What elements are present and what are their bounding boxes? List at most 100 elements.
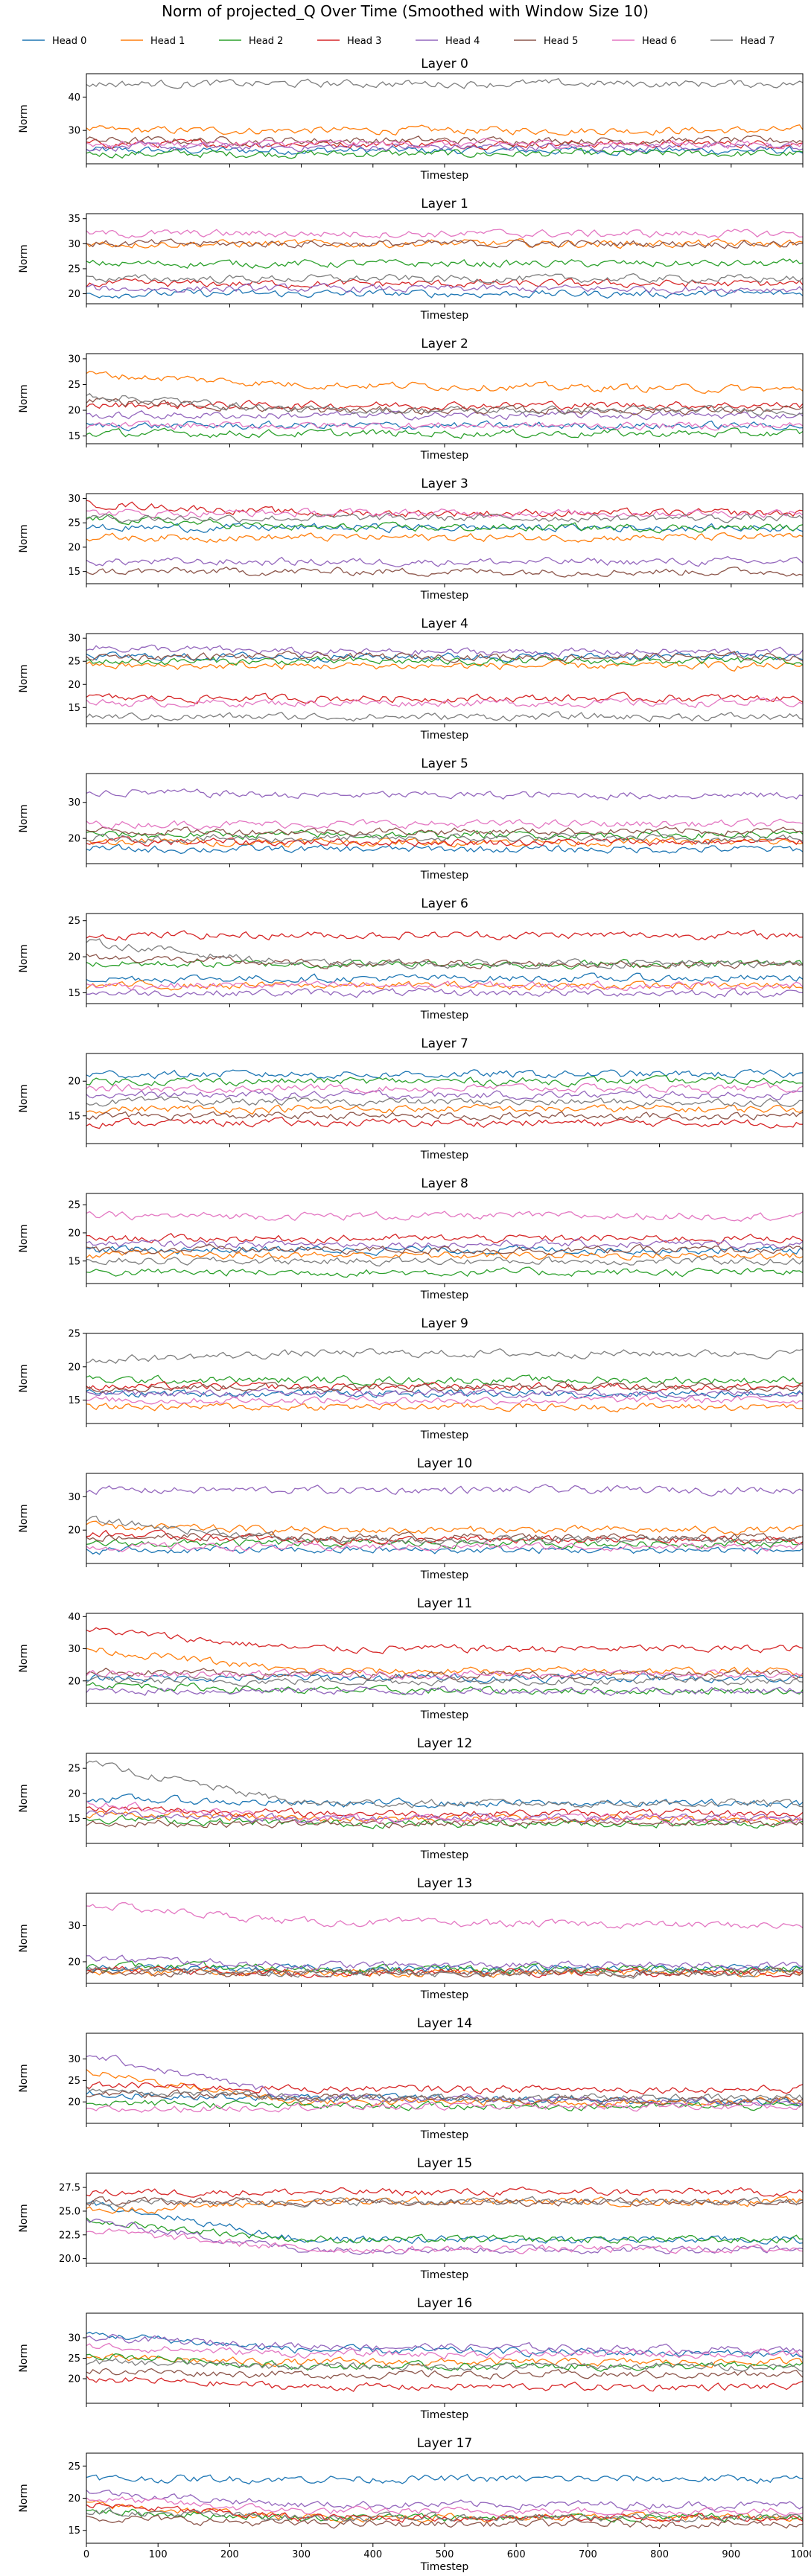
panel-title: Layer 12 [417, 1736, 472, 1751]
y-tick-label: 15 [68, 1395, 80, 1406]
series-line-head-0 [86, 651, 804, 663]
x-axis-label: Timestep [420, 730, 469, 742]
panel-title: Layer 11 [417, 1596, 472, 1611]
y-tick-label: 25 [68, 264, 80, 275]
x-axis-label: Timestep [420, 2561, 469, 2573]
series-line-head-6 [86, 697, 804, 709]
series-line-head-1 [86, 1402, 804, 1413]
y-tick-label: 25.0 [59, 2206, 80, 2217]
series-line-head-1 [86, 1249, 804, 1261]
y-tick-label: 30 [68, 797, 80, 809]
series-line-head-1 [86, 1103, 804, 1115]
plot-frame [86, 2172, 804, 2264]
series-line-head-1 [86, 124, 804, 136]
series-line-head-2 [86, 2217, 803, 2244]
legend-label-3: Head 3 [347, 36, 381, 47]
series-line-head-6 [86, 1668, 804, 1680]
series-line-head-0 [86, 1544, 804, 1555]
y-tick-label: 25 [68, 1200, 80, 1211]
series-line-head-4 [86, 2489, 804, 2511]
y-axis-label: Norm [18, 1504, 30, 1532]
panel-layer-9: Layer 9 15 20 25 Timestep Norm [18, 1316, 804, 1441]
y-tick-label: 30 [68, 354, 80, 365]
panel-title: Layer 8 [421, 1176, 468, 1191]
x-tick-label: 600 [507, 2549, 526, 2560]
series-line-head-0 [86, 1673, 804, 1684]
x-axis-label: Timestep [420, 1010, 469, 1021]
series-line-head-4 [86, 2333, 804, 2355]
panel-layer-7: Layer 7 15 20 Timestep Norm [18, 1036, 804, 1161]
series-line-head-3 [86, 399, 804, 411]
series-line-head-0 [86, 2473, 804, 2485]
y-tick-label: 27.5 [59, 2183, 80, 2194]
series-line-head-4 [86, 987, 804, 998]
series-line-head-7 [86, 1348, 804, 1364]
series-line-head-7 [86, 832, 804, 844]
panel-title: Layer 3 [421, 476, 468, 491]
panel-layer-12: Layer 12 15 20 25 Timestep Norm [18, 1736, 804, 1861]
series-line-head-7 [86, 938, 804, 970]
y-axis-label: Norm [18, 244, 30, 272]
series-line-head-6 [86, 420, 804, 431]
series-line-head-1 [86, 238, 804, 249]
series-line-head-4 [86, 555, 804, 567]
series-line-head-3 [86, 1627, 804, 1654]
series-line-head-6 [86, 1394, 804, 1406]
x-axis-label: Timestep [420, 1150, 469, 1161]
series-line-head-2 [86, 258, 804, 270]
legend: Head 0 Head 1 Head 2 Head 3 Head 4 Head 5 Head… [22, 36, 775, 47]
x-tick-label: 400 [363, 2549, 382, 2560]
series-line-head-1 [86, 1648, 804, 1677]
legend-label-7: Head 7 [740, 36, 775, 47]
series-line-head-7 [86, 392, 804, 416]
series-line-head-2 [86, 1266, 804, 1278]
series-line-head-5 [86, 135, 804, 147]
x-axis-label: Timestep [420, 450, 469, 462]
x-axis-label: Timestep [420, 170, 469, 182]
y-tick-label: 15 [68, 567, 80, 578]
panel-title: Layer 16 [417, 2296, 472, 2311]
panel-title: Layer 14 [417, 2016, 472, 2031]
series-line-head-4 [86, 1484, 804, 1497]
series-line-head-6 [86, 980, 804, 991]
y-tick-label: 15 [68, 1111, 80, 1122]
x-axis-label: Timestep [420, 2409, 469, 2421]
series-line-head-7 [86, 2196, 804, 2208]
y-axis-label: Norm [18, 1644, 30, 1672]
series-line-head-7 [86, 512, 804, 523]
series-line-head-7 [86, 711, 804, 723]
y-tick-label: 20 [68, 1788, 80, 1799]
series-line-head-7 [86, 2507, 804, 2523]
series-line-head-2 [86, 1374, 804, 1386]
y-tick-label: 15 [68, 431, 80, 442]
panel-title: Layer 5 [421, 756, 468, 771]
plot-frame [86, 913, 804, 1004]
y-tick-label: 20 [68, 1525, 80, 1537]
x-axis-label: Timestep [420, 1709, 469, 1721]
x-tick-label: 1000 [790, 2549, 811, 2560]
plot-frame [86, 2452, 804, 2544]
panel-title: Layer 13 [417, 1876, 472, 1891]
y-tick-label: 15 [68, 1256, 80, 1267]
series-line-head-6 [86, 1082, 804, 1094]
series-line-head-2 [86, 655, 804, 667]
panel-title: Layer 15 [417, 2156, 472, 2171]
series-line-head-3 [86, 1380, 804, 1393]
series-line-head-5 [86, 650, 804, 663]
series-line-head-7 [86, 272, 804, 284]
series-line-head-4 [86, 644, 804, 657]
y-axis-label: Norm [18, 1224, 30, 1252]
legend-label-4: Head 4 [445, 36, 480, 47]
series-line-head-7 [86, 1256, 804, 1267]
panel-layer-10: Layer 10 20 30 Timestep Norm [18, 1456, 804, 1581]
plot-frame [86, 1613, 804, 1704]
y-axis-label: Norm [18, 664, 30, 692]
y-tick-label: 30 [68, 1921, 80, 1932]
series-line-head-4 [86, 282, 804, 295]
y-axis-label: Norm [18, 524, 30, 552]
series-line-head-2 [86, 2353, 804, 2372]
series-line-head-2 [86, 829, 804, 841]
panel-layer-8: Layer 8 15 20 25 Timestep Norm [18, 1176, 804, 1301]
series-line-head-6 [86, 1901, 804, 1930]
x-tick-label: 300 [292, 2549, 311, 2560]
